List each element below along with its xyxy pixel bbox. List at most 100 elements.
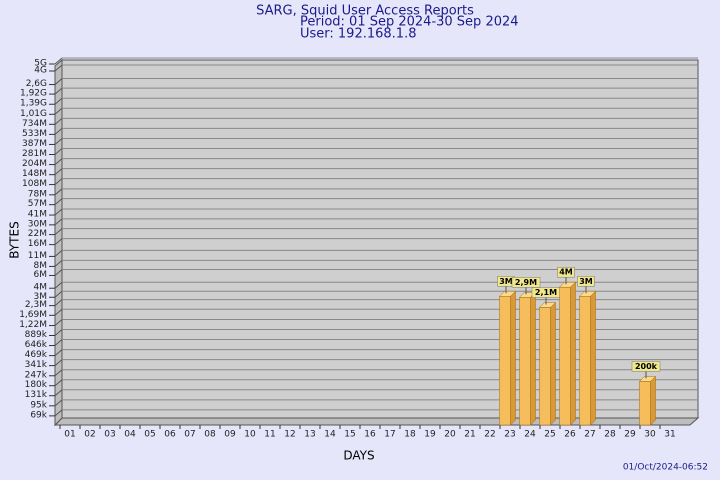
x-tick-label: 13	[304, 430, 315, 440]
x-tick-label: 23	[504, 430, 515, 440]
x-tick-label: 12	[284, 430, 295, 440]
grid-line	[54, 319, 63, 326]
x-tick-label: 03	[104, 430, 115, 440]
y-tick-label: 2,6G	[26, 79, 47, 89]
y-tick-label: 4G	[34, 66, 47, 76]
grid-line	[54, 379, 63, 387]
x-tick-label: 09	[224, 430, 236, 440]
y-tick-label: 341k	[25, 360, 48, 370]
value-label: 2,9M	[515, 278, 537, 287]
x-tick-label: 14	[324, 430, 336, 440]
x-tick-label: 20	[444, 430, 456, 440]
grid-line	[54, 117, 63, 125]
y-tick-label: 4M	[34, 283, 48, 293]
grid-line	[54, 369, 63, 377]
grid-line	[54, 208, 63, 216]
y-tick-label: 1,39G	[20, 99, 47, 109]
value-label: 2,1M	[535, 288, 557, 297]
grid-line	[54, 158, 63, 165]
grid-line	[54, 389, 63, 397]
chart-subtitle: Period: 01 Sep 2024-30 Sep 2024	[300, 15, 519, 30]
y-tick-label: 108M	[22, 179, 47, 189]
y-tick-label: 148M	[22, 169, 47, 179]
grid-line	[54, 218, 63, 226]
grid-line	[54, 97, 63, 105]
x-tick-label: 02	[84, 430, 95, 440]
x-tick-label: 18	[404, 430, 416, 440]
y-tick-label: 8M	[34, 261, 48, 271]
y-tick-label: 646k	[25, 340, 48, 350]
grid-line	[54, 148, 63, 155]
y-tick-label: 247k	[25, 370, 48, 380]
grid-line	[54, 138, 63, 145]
y-tick-label: 3M	[34, 292, 48, 302]
grid-line	[54, 87, 63, 95]
value-label: 3M	[499, 277, 513, 286]
bar-side	[530, 291, 536, 426]
x-tick-label: 16	[364, 430, 376, 440]
bar	[579, 296, 591, 426]
y-tick-label: 30M	[28, 219, 47, 229]
grid-line	[54, 250, 63, 257]
y-tick-label: 16M	[28, 239, 47, 249]
y-tick-label: 5G	[34, 58, 47, 68]
x-tick-label: 17	[384, 430, 395, 440]
y-tick-label: 57M	[28, 199, 47, 209]
grid-line	[54, 399, 63, 407]
grid-line	[54, 107, 63, 115]
grid-line	[54, 198, 63, 206]
x-tick-label: 06	[164, 430, 176, 440]
bar	[559, 286, 571, 426]
grid-line	[54, 329, 63, 336]
grid-line	[54, 349, 63, 356]
grid-line	[54, 228, 63, 235]
x-tick-label: 01	[64, 430, 75, 440]
x-tick-label: 21	[464, 430, 475, 440]
grid-line	[54, 281, 63, 289]
x-tick-label: 05	[144, 430, 155, 440]
grid-line	[54, 188, 63, 196]
x-tick-label: 07	[184, 430, 195, 440]
grid-line	[54, 269, 63, 276]
x-tick-label: 08	[204, 430, 216, 440]
value-label-box	[557, 266, 575, 278]
x-tick-label: 30	[644, 430, 656, 440]
x-tick-label: 25	[544, 430, 555, 440]
grid-line	[54, 78, 63, 85]
x-tick-label: 29	[624, 430, 636, 440]
x-tick-label: 31	[664, 430, 675, 440]
grid-line	[54, 260, 63, 267]
y-tick-label: 2,3M	[25, 300, 47, 310]
y-tick-label: 281M	[22, 149, 47, 159]
grid-line	[54, 409, 63, 417]
grid-line	[54, 290, 63, 298]
grid-line	[54, 308, 63, 316]
y-tick-label: 469k	[25, 350, 48, 360]
bar-side	[510, 290, 516, 426]
x-tick-label: 11	[264, 430, 275, 440]
bar	[519, 297, 531, 426]
y-tick-label: 11M	[28, 251, 47, 261]
value-label: 4M	[559, 268, 573, 277]
grid-line	[54, 238, 63, 246]
x-tick-label: 22	[484, 430, 495, 440]
y-tick-label: 22M	[28, 229, 47, 239]
x-tick-label: 27	[584, 430, 595, 440]
y-tick-label: 889k	[25, 330, 48, 340]
grid-line	[54, 168, 63, 176]
y-tick-label: 41M	[28, 210, 47, 220]
y-tick-label: 6M	[34, 270, 48, 280]
bar-side	[650, 375, 656, 426]
grid-line	[54, 299, 63, 306]
x-tick-label: 04	[124, 430, 136, 440]
x-axis-label: DAYS	[343, 449, 374, 463]
x-tick-label: 19	[424, 430, 436, 440]
x-tick-label: 10	[244, 430, 256, 440]
x-tick-label: 28	[604, 430, 616, 440]
value-label-box	[631, 361, 661, 372]
bar	[639, 381, 651, 426]
y-tick-label: 95k	[30, 400, 47, 410]
y-tick-label: 1,92G	[20, 89, 47, 99]
y-tick-label: 1,01G	[20, 109, 47, 119]
